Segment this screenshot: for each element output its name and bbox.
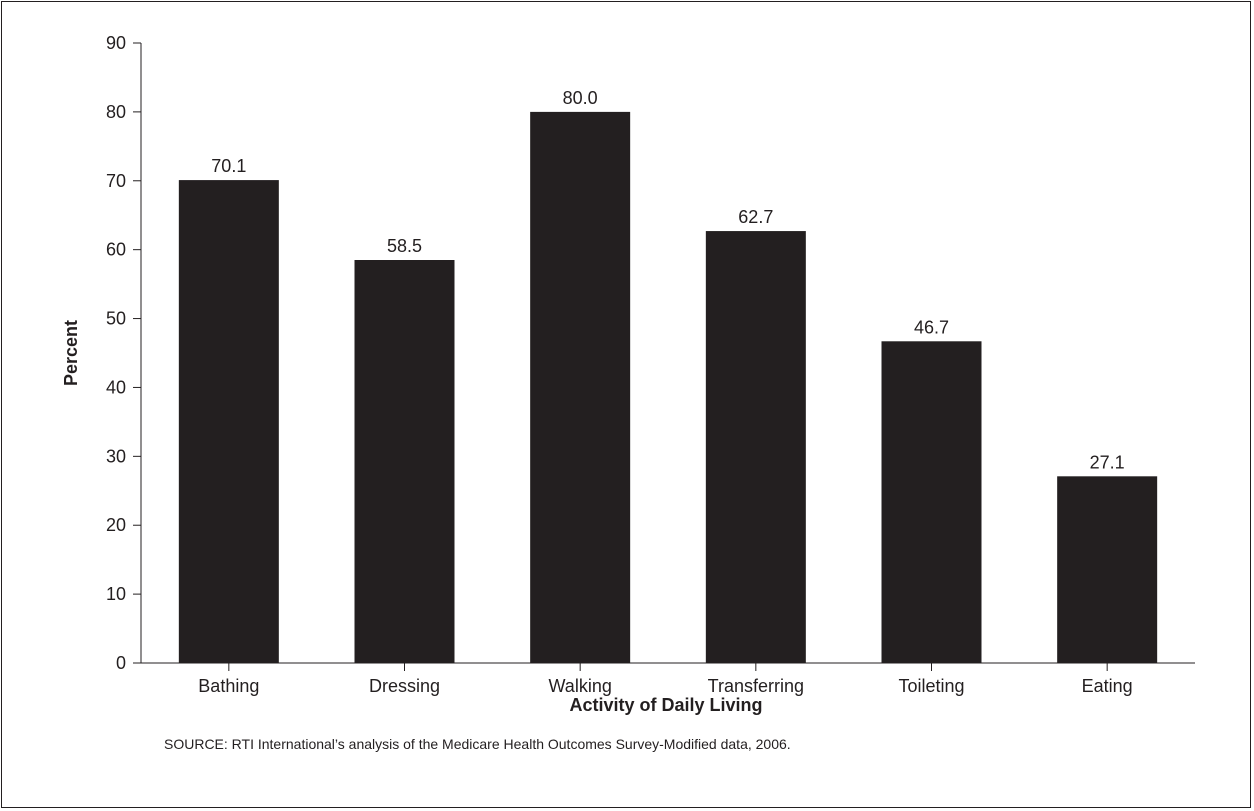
y-axis-title: Percent <box>61 320 81 386</box>
x-tick-label: Toileting <box>898 676 964 696</box>
y-tick-label: 20 <box>106 515 126 535</box>
x-tick-label: Dressing <box>369 676 440 696</box>
x-axis-title: Activity of Daily Living <box>569 695 762 715</box>
x-tick-label: Bathing <box>198 676 259 696</box>
y-tick-label: 40 <box>106 377 126 397</box>
y-tick-label: 30 <box>106 446 126 466</box>
y-tick-label: 80 <box>106 102 126 122</box>
data-label: 62.7 <box>738 207 773 227</box>
x-axis: Bathing Dressing Walking Transferring Toilet… <box>141 662 1195 696</box>
x-tick-label: Walking <box>548 676 611 696</box>
bars: 70.1 58.5 80.0 62.7 46.7 27.1 <box>178 88 1158 664</box>
bar-eating <box>1057 476 1158 663</box>
bar-toileting <box>881 341 982 663</box>
bar-bathing <box>178 180 279 664</box>
bar-walking <box>530 111 631 663</box>
data-label: 80.0 <box>563 88 598 108</box>
bar-transferring <box>705 231 806 664</box>
y-tick-label: 70 <box>106 171 126 191</box>
y-tick-label: 90 <box>106 33 126 53</box>
y-axis: 0 10 20 30 40 50 60 70 80 90 <box>106 33 142 673</box>
y-tick-label: 10 <box>106 584 126 604</box>
data-label: 46.7 <box>914 317 949 337</box>
data-label: 70.1 <box>211 156 246 176</box>
bar-dressing <box>354 260 455 663</box>
y-tick-label: 50 <box>106 309 126 329</box>
x-tick-label: Eating <box>1082 676 1133 696</box>
x-tick-label: Transferring <box>708 676 804 696</box>
y-tick-label: 60 <box>106 240 126 260</box>
y-tick-label: 0 <box>116 653 126 673</box>
data-label: 27.1 <box>1090 452 1125 472</box>
source-note: SOURCE: RTI International’s analysis of … <box>164 736 791 752</box>
data-label: 58.5 <box>387 236 422 256</box>
